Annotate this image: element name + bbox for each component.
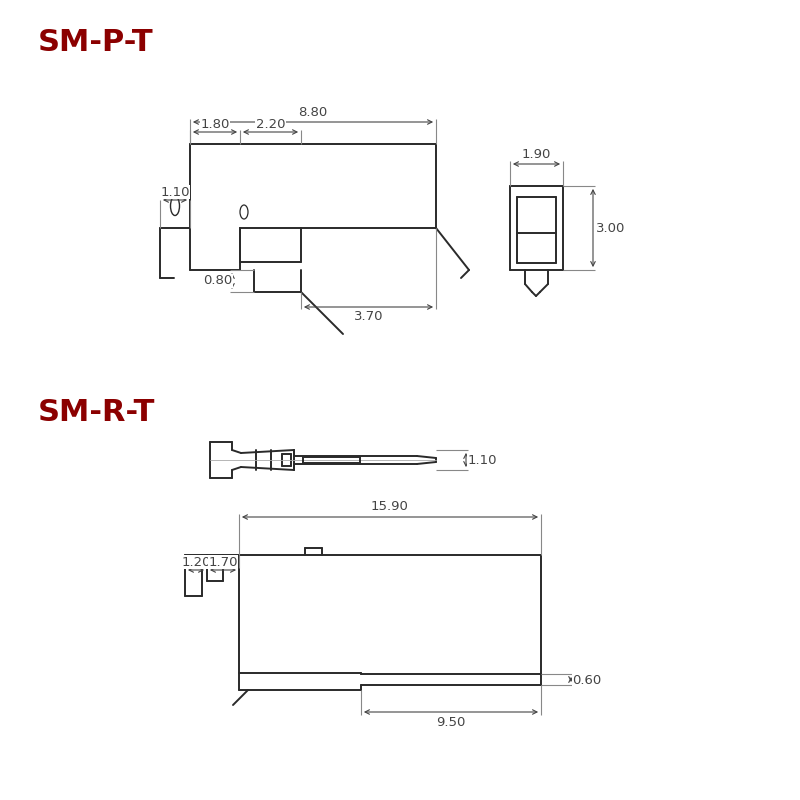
- Text: 9.50: 9.50: [436, 715, 466, 729]
- Text: 1.90: 1.90: [522, 149, 551, 162]
- Text: 1.10: 1.10: [467, 454, 497, 466]
- Text: 0.60: 0.60: [572, 674, 602, 686]
- Text: 1.20: 1.20: [182, 555, 210, 569]
- Text: 15.90: 15.90: [371, 501, 409, 514]
- Text: 0.80: 0.80: [203, 274, 233, 287]
- Text: 2.20: 2.20: [256, 118, 286, 130]
- Text: SM-P-T: SM-P-T: [38, 28, 154, 57]
- Text: 1.70: 1.70: [208, 555, 238, 569]
- Text: 1.10: 1.10: [160, 186, 190, 198]
- Text: 8.80: 8.80: [298, 106, 328, 118]
- Text: 1.80: 1.80: [200, 118, 230, 130]
- Text: 3.70: 3.70: [354, 310, 383, 323]
- Text: SM-R-T: SM-R-T: [38, 398, 155, 427]
- Text: 3.00: 3.00: [596, 222, 626, 234]
